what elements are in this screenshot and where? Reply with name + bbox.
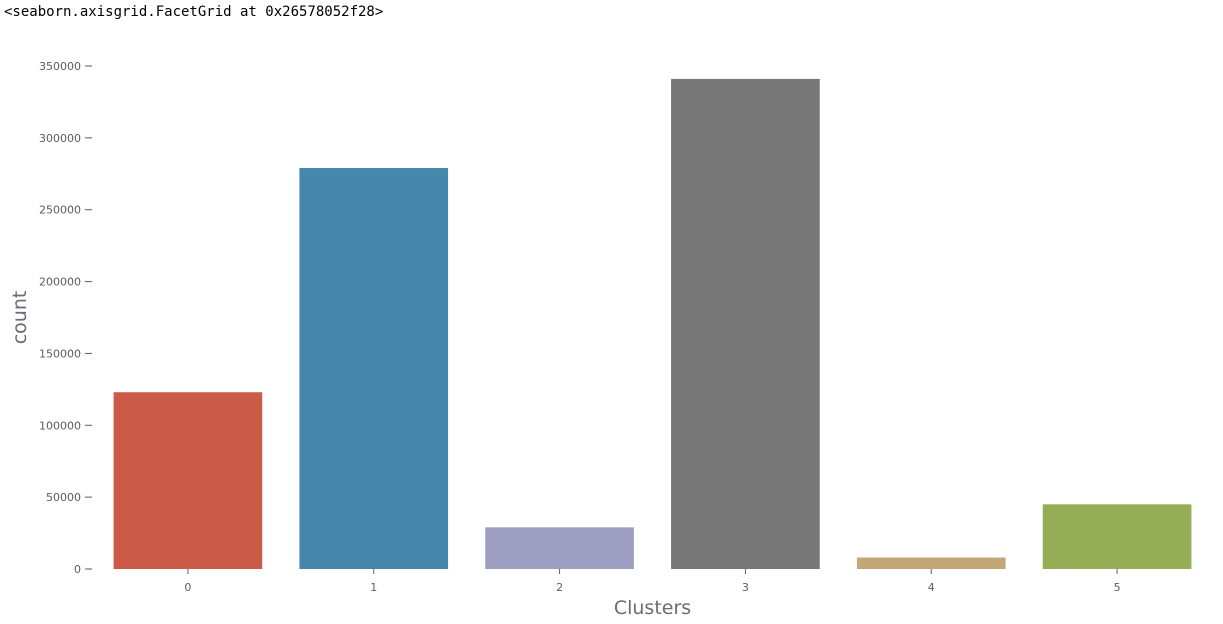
x-tick-label: 4 xyxy=(928,581,935,594)
x-tick-label: 0 xyxy=(184,581,191,594)
y-tick-label: 350000 xyxy=(39,60,81,73)
y-tick-label: 300000 xyxy=(39,132,81,145)
y-tick-label: 0 xyxy=(74,563,81,576)
y-tick-label: 100000 xyxy=(39,419,81,432)
y-tick-label: 150000 xyxy=(39,347,81,360)
y-tick-label: 200000 xyxy=(39,276,81,289)
bars xyxy=(113,78,1192,569)
y-axis-label: count xyxy=(9,291,31,345)
x-axis-label: Clusters xyxy=(614,597,691,619)
x-tick-label: 1 xyxy=(370,581,377,594)
x-tick-label: 3 xyxy=(742,581,749,594)
bar-cluster-3 xyxy=(671,78,820,569)
bar-cluster-5 xyxy=(1042,504,1192,569)
x-tick-label: 5 xyxy=(1114,581,1121,594)
bar-cluster-2 xyxy=(485,527,634,569)
bar-cluster-0 xyxy=(113,392,263,569)
y-tick-label: 50000 xyxy=(46,491,81,504)
x-tick-label: 2 xyxy=(556,581,563,594)
x-axis: 0 1 2 3 4 5 xyxy=(184,569,1121,594)
bar-cluster-1 xyxy=(299,168,449,569)
bar-cluster-4 xyxy=(856,557,1006,569)
y-tick-label: 250000 xyxy=(39,204,81,217)
cell-output-text: <seaborn.axisgrid.FacetGrid at 0x2657805… xyxy=(4,4,384,20)
y-axis: 0 50000 100000 150000 200000 250000 300000 3500… xyxy=(39,60,92,576)
